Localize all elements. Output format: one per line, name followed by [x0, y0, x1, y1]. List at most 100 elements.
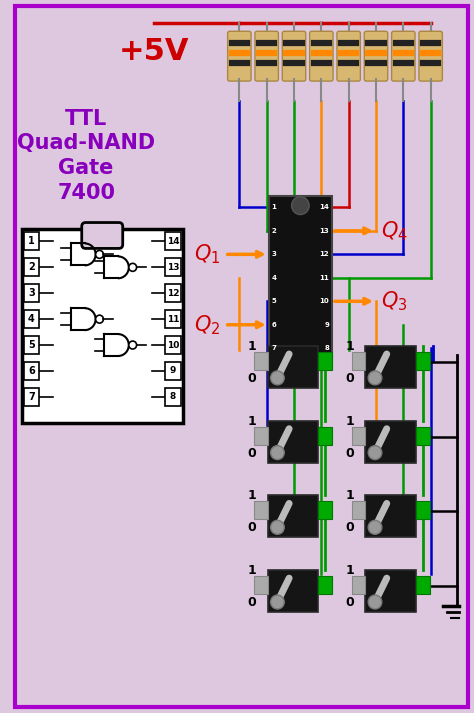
- Text: 0: 0: [248, 521, 256, 534]
- Bar: [24, 388, 39, 406]
- FancyBboxPatch shape: [82, 222, 123, 248]
- Circle shape: [96, 315, 103, 323]
- FancyBboxPatch shape: [337, 31, 360, 81]
- Circle shape: [368, 520, 382, 534]
- Text: 10: 10: [319, 298, 329, 304]
- Bar: [352, 352, 365, 370]
- Text: 1: 1: [345, 489, 354, 503]
- Circle shape: [129, 341, 137, 349]
- Text: 8: 8: [324, 345, 329, 352]
- FancyBboxPatch shape: [310, 31, 333, 81]
- Text: 1: 1: [345, 340, 354, 353]
- Text: 0: 0: [345, 521, 354, 534]
- Text: 1: 1: [272, 205, 276, 210]
- Bar: [165, 388, 181, 406]
- Text: 1: 1: [345, 415, 354, 428]
- Circle shape: [292, 197, 309, 215]
- Bar: [254, 501, 268, 519]
- Bar: [352, 426, 365, 445]
- Text: 8: 8: [170, 392, 176, 401]
- Bar: [268, 570, 319, 612]
- Bar: [254, 426, 268, 445]
- FancyBboxPatch shape: [392, 31, 415, 81]
- FancyBboxPatch shape: [283, 31, 306, 81]
- Circle shape: [368, 371, 382, 385]
- Text: 1: 1: [28, 237, 35, 247]
- Text: 5: 5: [28, 340, 35, 350]
- Bar: [24, 284, 39, 302]
- Text: $Q_1$: $Q_1$: [193, 242, 220, 266]
- Text: 6: 6: [28, 366, 35, 376]
- Bar: [365, 346, 416, 388]
- Bar: [268, 496, 319, 538]
- Text: $Q_3$: $Q_3$: [381, 289, 407, 313]
- Text: 0: 0: [345, 446, 354, 460]
- FancyBboxPatch shape: [255, 31, 278, 81]
- Bar: [24, 336, 39, 354]
- Text: 0: 0: [248, 596, 256, 609]
- Text: 6: 6: [272, 322, 276, 328]
- Bar: [319, 352, 332, 370]
- Bar: [165, 258, 181, 277]
- Text: 2: 2: [272, 228, 276, 234]
- Bar: [24, 362, 39, 380]
- Circle shape: [129, 263, 137, 272]
- Bar: [365, 421, 416, 463]
- FancyBboxPatch shape: [365, 31, 388, 81]
- Text: 2: 2: [28, 262, 35, 272]
- Circle shape: [271, 595, 284, 609]
- Bar: [319, 501, 332, 519]
- Text: 13: 13: [167, 263, 179, 272]
- Circle shape: [271, 446, 284, 460]
- Text: 7: 7: [272, 345, 276, 352]
- Text: 4: 4: [28, 314, 35, 324]
- Bar: [24, 258, 39, 277]
- Text: $Q_4$: $Q_4$: [381, 219, 408, 242]
- Text: 7: 7: [28, 392, 35, 402]
- Bar: [22, 228, 183, 423]
- Text: 13: 13: [319, 228, 329, 234]
- Text: 14: 14: [319, 205, 329, 210]
- Bar: [24, 310, 39, 328]
- Text: 0: 0: [248, 372, 256, 385]
- Circle shape: [368, 595, 382, 609]
- Bar: [254, 352, 268, 370]
- Bar: [254, 576, 268, 594]
- FancyBboxPatch shape: [419, 31, 442, 81]
- Bar: [352, 576, 365, 594]
- Text: 3: 3: [28, 288, 35, 298]
- Text: 1: 1: [248, 564, 256, 577]
- Bar: [165, 362, 181, 380]
- Bar: [416, 576, 429, 594]
- Bar: [365, 496, 416, 538]
- Circle shape: [271, 520, 284, 534]
- Bar: [416, 426, 429, 445]
- Text: $Q_2$: $Q_2$: [193, 313, 220, 337]
- Bar: [365, 570, 416, 612]
- Text: +5V: +5V: [119, 36, 190, 66]
- Text: 12: 12: [167, 289, 179, 298]
- Text: 12: 12: [319, 251, 329, 257]
- Text: 9: 9: [170, 366, 176, 376]
- Text: 0: 0: [248, 446, 256, 460]
- Text: 11: 11: [167, 314, 179, 324]
- Text: 1: 1: [248, 340, 256, 353]
- Bar: [319, 576, 332, 594]
- Text: 1: 1: [345, 564, 354, 577]
- Bar: [416, 501, 429, 519]
- Bar: [268, 346, 319, 388]
- Circle shape: [96, 250, 103, 258]
- Text: 4: 4: [272, 275, 276, 281]
- Text: 9: 9: [324, 322, 329, 328]
- Text: TTL
Quad-NAND
Gate
7400: TTL Quad-NAND Gate 7400: [17, 108, 155, 203]
- Circle shape: [271, 371, 284, 385]
- Bar: [352, 501, 365, 519]
- Bar: [416, 352, 429, 370]
- Text: 0: 0: [345, 372, 354, 385]
- Text: 10: 10: [167, 341, 179, 349]
- Bar: [165, 310, 181, 328]
- Text: 11: 11: [319, 275, 329, 281]
- Bar: [165, 284, 181, 302]
- Bar: [165, 232, 181, 250]
- Text: 14: 14: [167, 237, 179, 246]
